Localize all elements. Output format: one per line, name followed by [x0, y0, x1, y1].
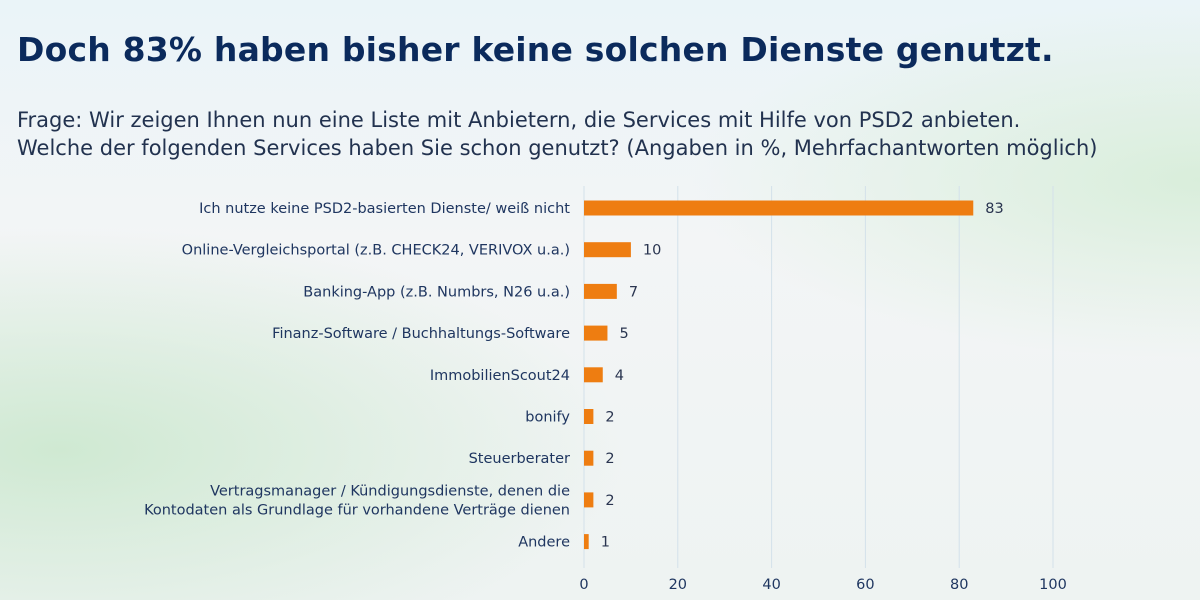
category-label: Banking-App (z.B. Numbrs, N26 u.a.): [303, 284, 570, 300]
category-label: bonify: [525, 410, 570, 426]
bar: [584, 367, 603, 383]
bar: [584, 492, 594, 508]
x-tick-label: 40: [762, 577, 780, 593]
bar: [584, 534, 589, 550]
bar: [584, 450, 594, 466]
data-label: 7: [629, 284, 638, 300]
bar: [584, 200, 974, 216]
category-label: Kontodaten als Grundlage für vorhandene …: [144, 502, 570, 518]
subtitle-line-2: Welche der folgenden Services haben Sie …: [17, 136, 1098, 160]
x-tick-label: 100: [1039, 577, 1067, 593]
bar: [584, 325, 608, 341]
category-label: ImmobilienScout24: [430, 368, 570, 384]
data-label: 2: [605, 493, 614, 509]
data-label: 2: [605, 451, 614, 467]
x-tick-label: 80: [950, 577, 968, 593]
category-label: Steuerberater: [469, 451, 570, 467]
data-label: 4: [615, 368, 624, 384]
data-label: 83: [985, 201, 1003, 217]
bar: [584, 283, 617, 299]
subtitle-line-1: Frage: Wir zeigen Ihnen nun eine Liste m…: [17, 108, 1021, 132]
data-label: 5: [619, 326, 628, 342]
category-label: Ich nutze keine PSD2-basierten Dienste/ …: [199, 201, 570, 217]
data-label: 1: [601, 535, 610, 551]
category-label: Online-Vergleichsportal (z.B. CHECK24, V…: [182, 243, 570, 259]
x-tick-label: 20: [669, 577, 687, 593]
slide-title: Doch 83% haben bisher keine solchen Dien…: [17, 30, 1054, 69]
category-label: Vertragsmanager / Kündigungsdienste, den…: [210, 483, 570, 499]
data-label: 2: [605, 410, 614, 426]
bar: [584, 242, 631, 258]
bar: [584, 409, 594, 424]
data-label: 10: [643, 243, 661, 259]
x-tick-label: 60: [856, 577, 874, 593]
category-label: Andere: [518, 535, 570, 551]
category-label: Finanz-Software / Buchhaltungs-Software: [272, 326, 570, 342]
x-tick-label: 0: [579, 577, 588, 593]
